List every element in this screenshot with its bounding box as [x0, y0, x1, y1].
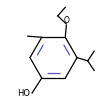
Text: HO: HO [17, 89, 30, 98]
Text: O: O [64, 16, 69, 25]
